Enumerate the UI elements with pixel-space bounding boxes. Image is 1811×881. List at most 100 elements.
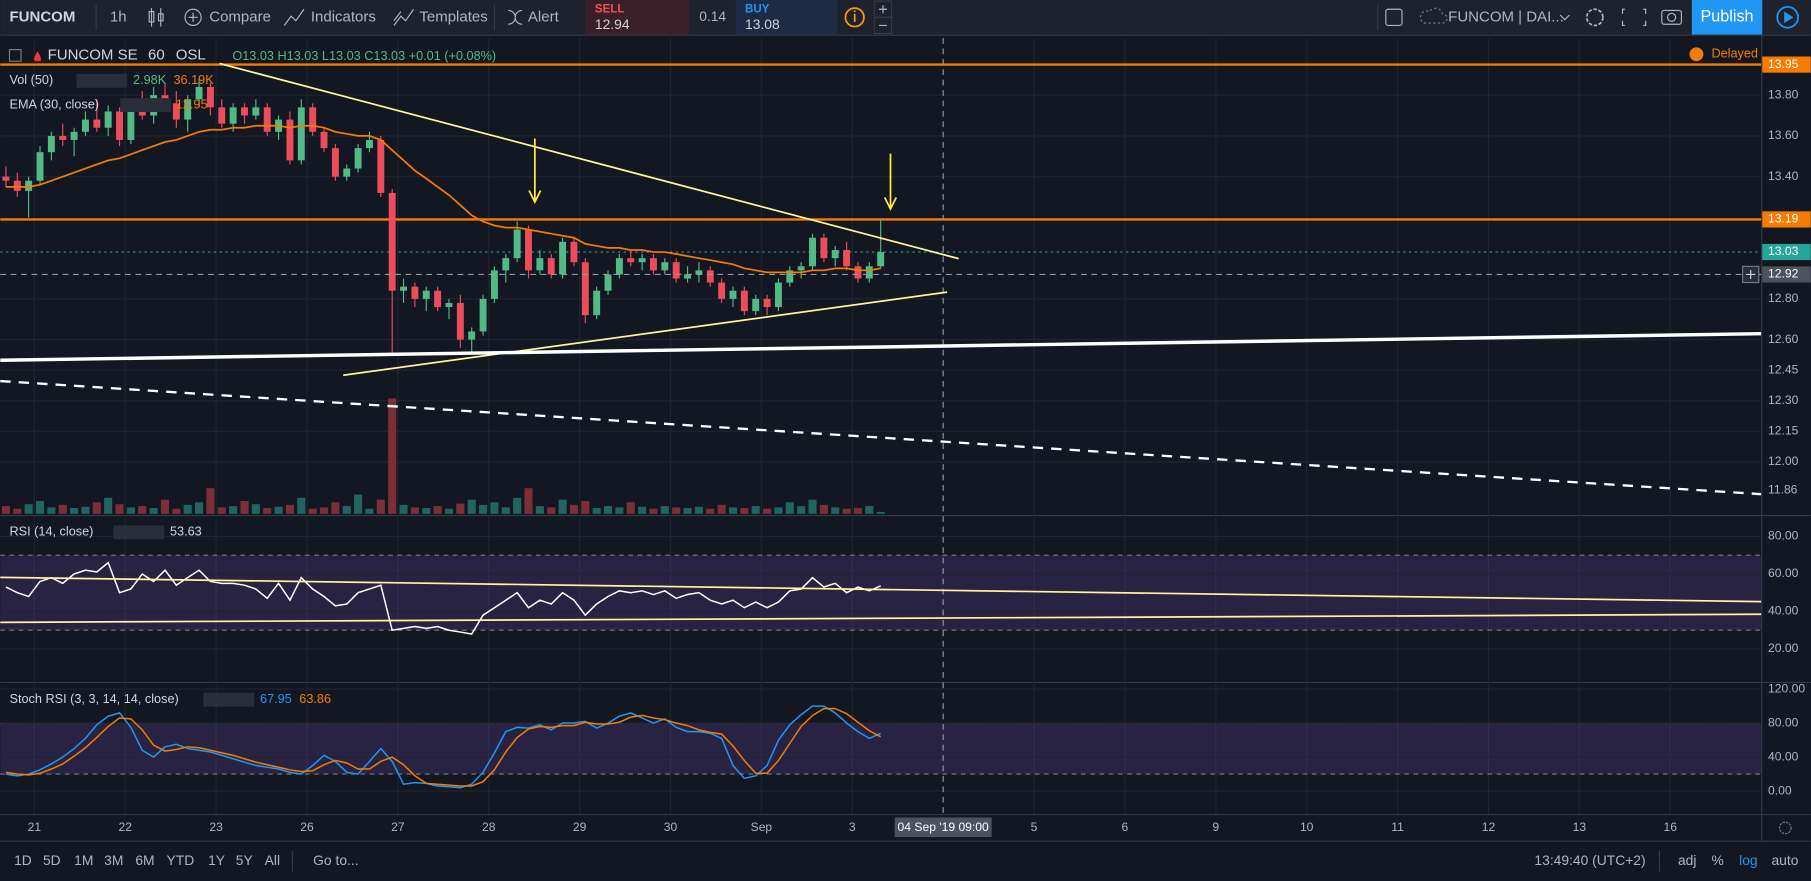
alert-button[interactable]: Alert xyxy=(528,8,560,25)
y-tick-label: 20.00 xyxy=(1768,641,1799,655)
scale-option[interactable]: auto xyxy=(1771,852,1798,868)
buy-button[interactable] xyxy=(735,0,838,35)
range-button[interactable]: 5Y xyxy=(236,852,253,868)
fullscreen-button[interactable] xyxy=(1621,8,1647,26)
volume-bar xyxy=(479,504,488,514)
candle-body xyxy=(59,135,67,140)
collapse-icon[interactable] xyxy=(8,49,22,62)
volume-bar xyxy=(399,504,408,514)
volume-bar xyxy=(615,507,624,514)
goto-button[interactable]: Go to... xyxy=(313,852,358,868)
y-tick-label: 13.40 xyxy=(1768,169,1799,183)
sell-price: 12.94 xyxy=(595,16,630,32)
range-button[interactable]: 5D xyxy=(43,852,61,868)
volume-bar xyxy=(751,506,760,514)
volume-bar xyxy=(876,511,885,514)
candle-body xyxy=(752,298,760,312)
range-button[interactable]: 1Y xyxy=(208,852,225,868)
volume-bar xyxy=(649,508,658,514)
volume-bar xyxy=(229,506,238,514)
range-button[interactable]: All xyxy=(265,852,280,868)
scale-option[interactable]: adj xyxy=(1678,852,1696,868)
sell-label: SELL xyxy=(595,3,624,15)
axis-settings[interactable] xyxy=(1778,821,1792,835)
volume-bar xyxy=(104,497,113,514)
legend-ohlc: O13.03 H13.03 L13.03 C13.03 +0.01 (+0.08… xyxy=(232,49,496,63)
symbol-logo xyxy=(34,50,41,62)
range-button[interactable]: 1D xyxy=(14,852,32,868)
snapshot-button[interactable] xyxy=(1661,9,1683,25)
candle-body xyxy=(502,258,510,271)
stoch-k-value: 67.95 xyxy=(260,692,292,706)
candle-body xyxy=(729,290,737,299)
y-tick-label: 12.45 xyxy=(1768,362,1799,376)
templates-button[interactable]: Templates xyxy=(419,8,487,25)
alert-icon xyxy=(508,9,523,25)
compare-button[interactable]: Compare xyxy=(209,8,271,25)
volume-bar xyxy=(831,507,840,514)
replay-icon xyxy=(1784,11,1794,24)
qty-minus[interactable] xyxy=(873,16,893,35)
volume-bar xyxy=(410,507,419,514)
sell-button[interactable] xyxy=(585,0,690,35)
layout-name[interactable]: FUNCOM | DAI... xyxy=(1448,8,1564,25)
volume-bar xyxy=(535,506,544,514)
volume-bar xyxy=(24,504,33,514)
candle-body xyxy=(718,282,726,299)
arrow[interactable] xyxy=(883,153,898,211)
trend-line[interactable] xyxy=(219,62,959,260)
scale-option[interactable]: % xyxy=(1711,852,1723,868)
candle-body xyxy=(650,258,657,271)
candle-body xyxy=(365,139,373,149)
vol-value: 2.98K xyxy=(133,73,167,87)
range-button[interactable]: YTD xyxy=(167,852,195,868)
info-button[interactable] xyxy=(844,7,865,28)
chart-style-button[interactable] xyxy=(148,8,164,27)
price-label-box xyxy=(1762,56,1811,73)
rsi-trend-line[interactable] xyxy=(0,576,1762,603)
candle-body xyxy=(263,107,271,132)
symbol-button[interactable]: FUNCOM xyxy=(9,8,75,25)
volume-bar xyxy=(785,502,794,514)
candle-body xyxy=(774,282,782,308)
legend-title: FUNCOM SE xyxy=(48,46,138,63)
support-line[interactable] xyxy=(0,331,1762,362)
candle-body xyxy=(47,135,55,153)
candle-body xyxy=(865,266,873,279)
replay-button[interactable] xyxy=(1776,6,1799,29)
arrow[interactable] xyxy=(528,138,542,205)
stoch-legend: Stoch RSI (3, 3, 14, 14, close) xyxy=(9,692,178,706)
indicators-icon xyxy=(283,8,305,26)
candle-body xyxy=(2,176,10,181)
legend-buttons[interactable] xyxy=(203,692,255,707)
range-button[interactable]: 1M xyxy=(74,852,93,868)
range-button[interactable]: 3M xyxy=(104,852,123,868)
x-tick-label: 5 xyxy=(1031,820,1038,834)
volume-bar xyxy=(342,506,351,514)
volume-bar xyxy=(263,508,272,514)
trend-line[interactable] xyxy=(343,291,948,377)
interval-button[interactable]: 1h xyxy=(110,8,127,25)
candle-body xyxy=(297,107,305,161)
legend-exchange: OSL xyxy=(176,46,206,63)
legend-buttons[interactable] xyxy=(113,525,165,540)
cloud-icon xyxy=(1419,7,1448,24)
candle-body xyxy=(536,258,544,271)
legend-buttons[interactable] xyxy=(76,73,128,88)
settings-button[interactable] xyxy=(1585,8,1604,27)
publish-button[interactable] xyxy=(1691,0,1763,35)
y-tick-label: 12.80 xyxy=(1768,291,1799,305)
scale-option[interactable]: log xyxy=(1739,852,1757,868)
rsi-trend-line[interactable] xyxy=(0,613,1762,624)
indicators-button[interactable]: Indicators xyxy=(311,8,376,25)
legend-buttons[interactable] xyxy=(120,98,172,113)
layout-toggle[interactable] xyxy=(1385,8,1403,26)
volume-bar xyxy=(297,497,306,514)
candle-body xyxy=(241,107,248,116)
layout-menu[interactable] xyxy=(1559,14,1570,21)
candle-body xyxy=(229,107,237,124)
range-button[interactable]: 6M xyxy=(135,852,154,868)
candle-body xyxy=(70,131,78,140)
volume-bar xyxy=(797,506,806,514)
candle-body xyxy=(13,180,21,191)
